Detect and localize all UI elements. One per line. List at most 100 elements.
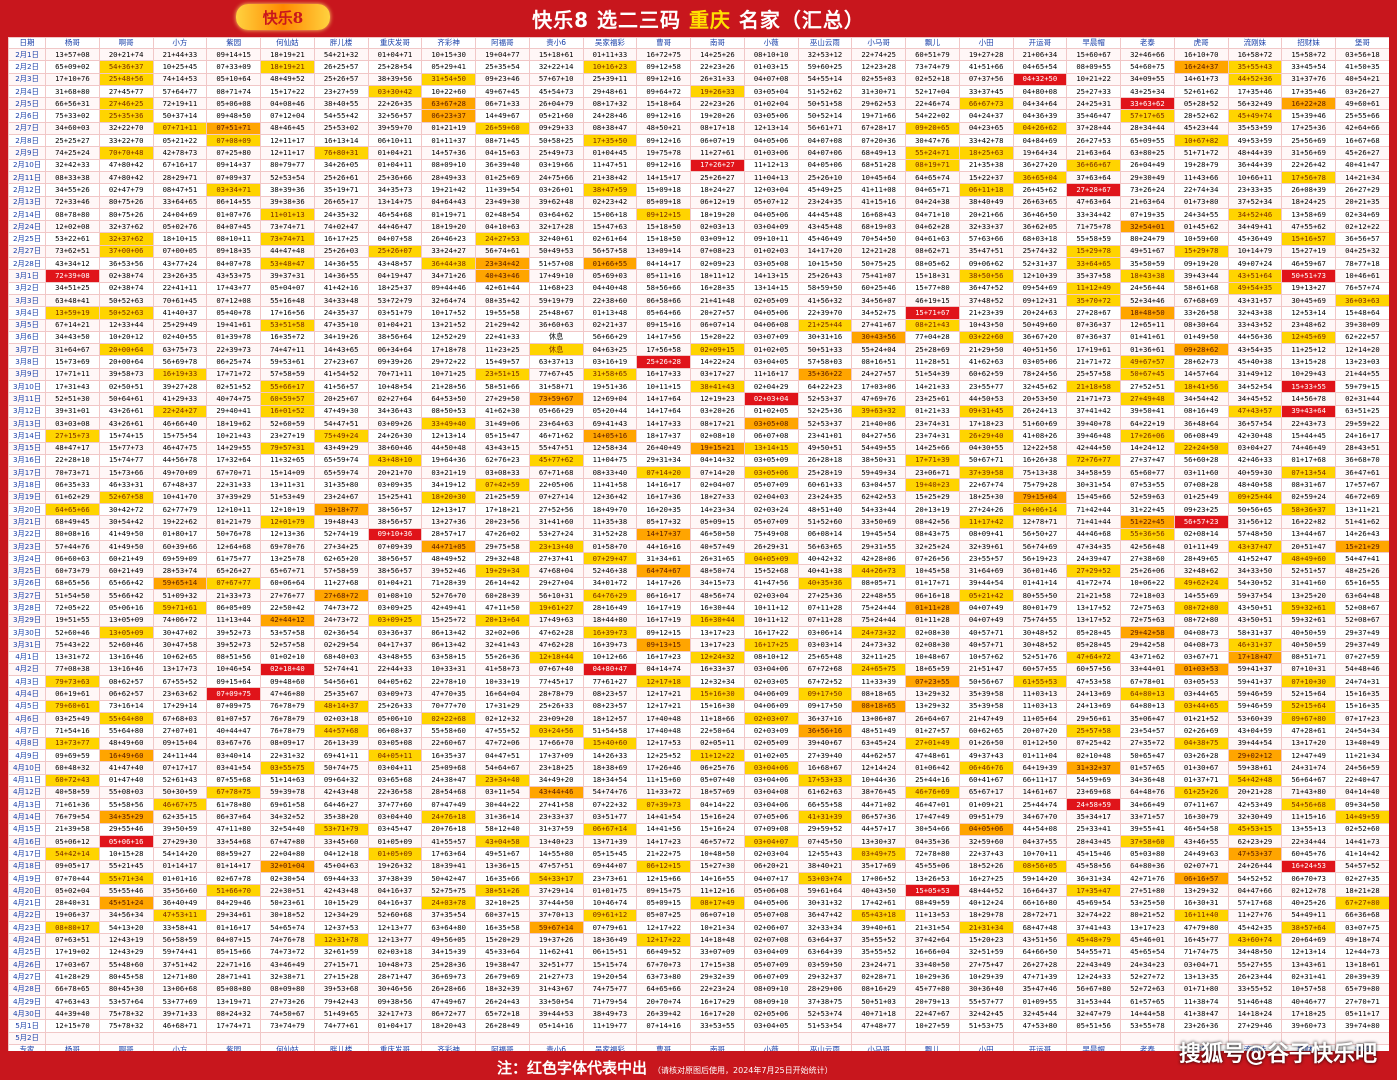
- pick-cell: 23+06+71: [905, 466, 960, 480]
- results-table-container[interactable]: 日期 杨哥 啊哥 小方 紫园 何仙姑 胖儿楼 重庆发哥 齐彩神 阿福哥 贵小6 吴家福彩 曹哥 南哥 小薇巫…: [8, 37, 1389, 1051]
- pick-cell: 01+21+79: [206, 515, 261, 529]
- pick-cell: 08+72+80: [1173, 613, 1229, 627]
- pick-cell: 01+12+50: [1012, 736, 1068, 750]
- pick-cell: 18+44+80: [582, 613, 638, 627]
- pick-cell: 25+26+33: [528, 699, 584, 714]
- pick-cell: 14+29+55: [206, 441, 261, 455]
- pick-cell: 60+37+15: [475, 908, 530, 923]
- pick-cell: 21+71+72: [1066, 355, 1121, 369]
- pick-cell: 06+37+64: [206, 810, 261, 824]
- pick-cell: 14+05+16: [582, 429, 638, 443]
- pick-cell: 08+23+57: [582, 687, 638, 701]
- row-date: 3月17日: [8, 466, 46, 480]
- pick-cell: 41+62+30: [475, 404, 530, 418]
- legend-note-text: 注：红色字体代表中出: [497, 1059, 648, 1077]
- pick-cell: 12+11+17: [260, 146, 315, 160]
- pick-cell: 38+76+45: [851, 785, 906, 800]
- pick-cell: 67+28+17: [851, 121, 906, 136]
- pick-cell: 59+60+25: [797, 60, 853, 74]
- pick-cell: 57+48+50: [1227, 527, 1283, 541]
- pick-cell: 25+09+68: [421, 761, 476, 775]
- table-row: 2月11日 08+33+38 47+80+42 28+29+71 07+09+37 52+…: [8, 170, 1389, 185]
- pick-cell: 25+35+36: [98, 109, 154, 123]
- pick-cell: 36+03+63: [1335, 293, 1389, 308]
- pick-cell: 63+45+24: [851, 736, 906, 750]
- pick-cell: 01+17+68: [1281, 453, 1336, 468]
- pick-cell: 39+74+80: [1335, 1019, 1389, 1033]
- pick-cell: 43+26+61: [98, 416, 154, 431]
- pick-cell: 61+62+29: [45, 490, 100, 504]
- pick-cell: 06+67+14: [582, 822, 638, 837]
- pick-cell: 11+01+13: [260, 207, 315, 222]
- pick-cell: 07+14+20: [636, 466, 691, 480]
- pick-cell: [1335, 1031, 1389, 1046]
- pick-cell: 08+09+41: [958, 527, 1014, 541]
- pick-cell: 17+35+47: [1066, 884, 1121, 898]
- pick-cell: 39+30+09: [1335, 318, 1389, 332]
- pick-cell: 60+57+56: [1066, 662, 1121, 677]
- table-row: 3月22日 80+08+16 41+49+50 01+80+17 50+76+78 12+…: [8, 527, 1389, 541]
- row-date: 2月5日: [8, 97, 46, 111]
- pick-cell: 40+74+75: [206, 392, 261, 406]
- pick-cell: 25+26+33: [367, 699, 423, 714]
- row-date: 2月2日: [8, 60, 46, 74]
- pick-cell: 24+27+57: [851, 367, 906, 382]
- pick-cell: 10+57+58: [1281, 982, 1336, 996]
- pick-cell: 23+24+67: [313, 490, 369, 504]
- pick-cell: 70+70+48: [98, 146, 154, 160]
- pick-cell: 24+54+34: [1335, 724, 1389, 738]
- pick-cell: 11+19+77: [582, 1019, 638, 1033]
- pick-cell: 73+26+24: [1120, 183, 1175, 197]
- kuaile8-logo: 快乐8: [236, 4, 330, 30]
- pick-cell: 16+22+28: [1281, 97, 1336, 111]
- pick-cell: 76+79+54: [45, 810, 100, 824]
- pick-cell: 32+30+49: [1227, 810, 1283, 824]
- pick-cell: 37+39+58: [958, 466, 1014, 480]
- pick-cell: 32+46+66: [1120, 47, 1175, 62]
- pick-cell: 18+24+25: [1281, 195, 1336, 209]
- row-date: 4月8日: [8, 736, 46, 750]
- pick-cell: 11+47+51: [582, 158, 638, 172]
- pick-cell: 42+53+49: [1227, 798, 1283, 812]
- pick-cell: 01+73+80: [1173, 195, 1229, 209]
- pick-cell: 11+05+64: [1012, 712, 1068, 726]
- expert-name-row-cell: 堡哥: [1335, 1044, 1389, 1051]
- pick-cell: 28+40+31: [45, 896, 100, 910]
- pick-cell: 41+52+47: [1227, 552, 1283, 566]
- pick-cell: 09+12+16: [636, 134, 691, 148]
- table-row: 4月17日 54+42+14 10+15+28 54+14+20 08+59+27 22+…: [8, 847, 1389, 861]
- pick-cell: 47+53+80: [1012, 1019, 1068, 1033]
- pick-cell: 24+35+32: [313, 207, 369, 222]
- pick-cell: 34+33+48: [313, 293, 369, 308]
- pick-cell: 04+61+63: [905, 232, 960, 246]
- pick-cell: 04+10+63: [475, 220, 530, 234]
- pick-cell: 03+05+53: [1173, 675, 1229, 689]
- pick-cell: 02+40+55: [152, 330, 208, 345]
- pick-cell: 12+13+14: [1281, 945, 1336, 959]
- pick-cell: 02+38+74: [98, 269, 154, 283]
- pick-cell: 03+25+49: [45, 712, 100, 726]
- pick-cell: 15+06+18: [582, 207, 638, 222]
- pick-cell: 41+11+08: [851, 183, 906, 197]
- pick-cell: 52+27+72: [1120, 970, 1175, 984]
- pick-cell: 02+55+03: [851, 72, 906, 86]
- pick-cell: 03+04+06: [743, 773, 799, 787]
- pick-cell: 65+67+71: [260, 564, 315, 578]
- column-header-expert: 小方: [152, 37, 208, 49]
- pick-cell: 01+09+21: [958, 798, 1014, 812]
- pick-cell: 60+48+32: [45, 761, 100, 775]
- pick-cell: 73+16+14: [98, 699, 154, 714]
- pick-cell: 55+47+51: [528, 441, 584, 455]
- table-row: 2月6日 75+33+02 25+35+36 50+37+14 09+48+50 07+1…: [8, 109, 1389, 123]
- pick-cell: 80+24+79: [1120, 232, 1175, 246]
- pick-cell: 40+43+50: [851, 884, 906, 898]
- pick-cell: 39+52+46: [421, 564, 476, 578]
- pick-cell: 16+24+37: [1173, 60, 1229, 74]
- pick-cell: 17+71+72: [206, 367, 261, 382]
- pick-cell: 68+51+28: [851, 158, 906, 172]
- pick-cell: 11+27+68: [313, 576, 369, 591]
- pick-cell: 10+25+45: [152, 60, 208, 74]
- pick-cell: 63+80+25: [1120, 146, 1175, 160]
- pick-cell: 09+23+46: [475, 72, 530, 86]
- pick-cell: 25+49+73: [528, 146, 584, 160]
